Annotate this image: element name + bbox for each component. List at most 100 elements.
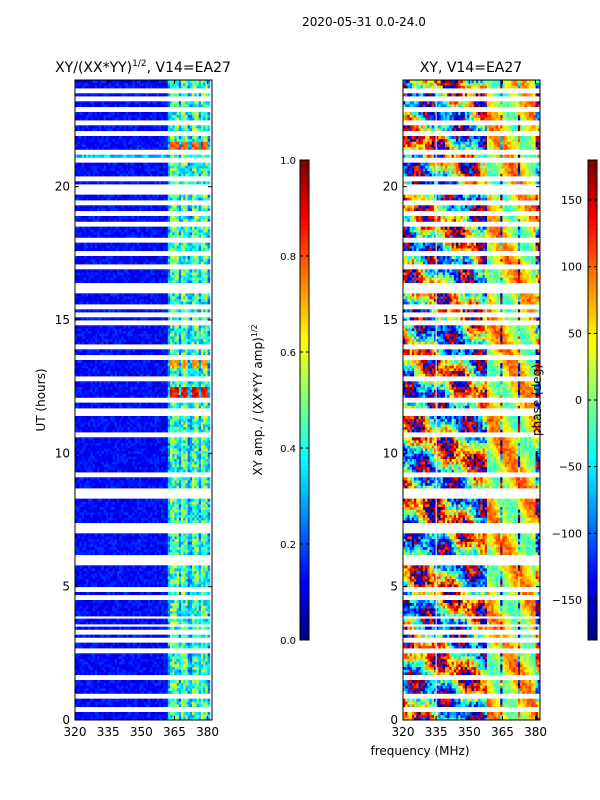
amplitude-cell — [114, 669, 118, 673]
amplitude-cell — [196, 626, 200, 630]
amplitude-cell — [141, 568, 144, 572]
amplitude-cell — [101, 642, 105, 646]
amplitude-cell — [90, 584, 94, 588]
amplitude-cell — [75, 661, 78, 665]
amplitude-cell — [181, 645, 184, 649]
amplitude-cell — [147, 653, 151, 657]
amplitude-cell — [121, 688, 125, 692]
amplitude-cell — [90, 621, 94, 625]
amplitude-cell — [145, 605, 149, 609]
amplitude-cell — [145, 664, 149, 668]
amplitude-cell — [105, 634, 109, 638]
amplitude-cell — [88, 568, 91, 572]
amplitude-cell — [170, 573, 173, 577]
amplitude-cell — [97, 712, 100, 716]
amplitude-cell — [114, 621, 118, 625]
amplitude-cell — [83, 717, 87, 721]
amplitude-cell — [147, 602, 151, 606]
amplitude-cell — [88, 714, 91, 718]
amplitude-cell — [92, 626, 96, 630]
amplitude-cell — [205, 565, 208, 569]
amplitude-cell — [79, 565, 83, 569]
amplitude-cell — [194, 698, 197, 702]
amplitude-cell — [145, 602, 149, 606]
amplitude-cell — [90, 610, 94, 614]
amplitude-cell — [196, 698, 200, 702]
amplitude-cell — [139, 690, 142, 694]
amplitude-cell — [79, 568, 83, 572]
amplitude-cell — [192, 712, 195, 716]
amplitude-cell — [108, 672, 111, 676]
amplitude-cell — [130, 576, 133, 580]
amplitude-cell — [132, 717, 136, 721]
amplitude-cell — [86, 645, 89, 649]
amplitude-cell — [207, 573, 211, 577]
amplitude-cell — [187, 685, 191, 689]
amplitude-cell — [205, 578, 208, 582]
amplitude-cell — [192, 701, 195, 705]
amplitude-cell — [145, 573, 149, 577]
amplitude-cell — [101, 666, 105, 670]
amplitude-cell — [141, 634, 144, 638]
amplitude-cell — [116, 664, 120, 668]
amplitude-cell — [200, 634, 204, 638]
amplitude-cell — [116, 634, 120, 638]
amplitude-cell — [99, 685, 102, 689]
amplitude-cell — [181, 642, 184, 646]
amplitude-cell — [174, 669, 178, 673]
amplitude-cell — [200, 682, 204, 686]
amplitude-cell — [165, 634, 169, 638]
amplitude-cell — [207, 514, 211, 518]
amplitude-cell — [83, 552, 87, 556]
amplitude-cell — [128, 568, 131, 572]
amplitude-cell — [141, 608, 144, 612]
amplitude-cell — [108, 618, 111, 622]
amplitude-cell — [205, 690, 208, 694]
amplitude-cell — [156, 568, 160, 572]
amplitude-cell — [181, 610, 184, 614]
amplitude-cell — [207, 546, 211, 550]
amplitude-cell — [99, 714, 102, 718]
amplitude-cell — [189, 714, 193, 718]
amplitude-cell — [181, 656, 184, 660]
amplitude-cell — [181, 621, 184, 625]
amplitude-cell — [136, 664, 140, 668]
amplitude-cell — [110, 701, 113, 705]
amplitude-cell — [88, 600, 91, 604]
amplitude-cell — [196, 658, 200, 662]
amplitude-cell — [112, 602, 116, 606]
amplitude-cell — [205, 712, 208, 716]
amplitude-cell — [156, 626, 160, 630]
amplitude-cell — [116, 568, 120, 572]
amplitude-cell — [152, 682, 155, 686]
amplitude-cell — [183, 634, 186, 638]
amplitude-cell — [90, 600, 94, 604]
amplitude-cell — [172, 642, 175, 646]
amplitude-cell — [161, 685, 164, 689]
amplitude-cell — [172, 664, 175, 668]
amplitude-cell — [97, 642, 100, 646]
amplitude-cell — [125, 573, 129, 577]
amplitude-cell — [147, 618, 151, 622]
amplitude-cell — [77, 578, 80, 582]
amplitude-cell — [205, 592, 208, 596]
amplitude-cell — [97, 672, 100, 676]
amplitude-cell — [187, 656, 191, 660]
amplitude-cell — [101, 618, 105, 622]
amplitude-cell — [156, 666, 160, 670]
amplitude-cell — [83, 600, 87, 604]
amplitude-cell — [79, 552, 83, 556]
amplitude-cell — [156, 584, 160, 588]
amplitude-cell — [187, 664, 191, 668]
amplitude-cell — [97, 608, 100, 612]
amplitude-cell — [161, 613, 164, 617]
amplitude-cell — [130, 698, 133, 702]
amplitude-cell — [94, 608, 98, 612]
amplitude-cell — [128, 701, 131, 705]
amplitude-cell — [99, 658, 102, 662]
amplitude-cell — [88, 581, 91, 585]
amplitude-cell — [178, 565, 182, 569]
amplitude-cell — [207, 661, 211, 665]
amplitude-cell — [207, 405, 211, 409]
amplitude-cell — [167, 576, 171, 580]
